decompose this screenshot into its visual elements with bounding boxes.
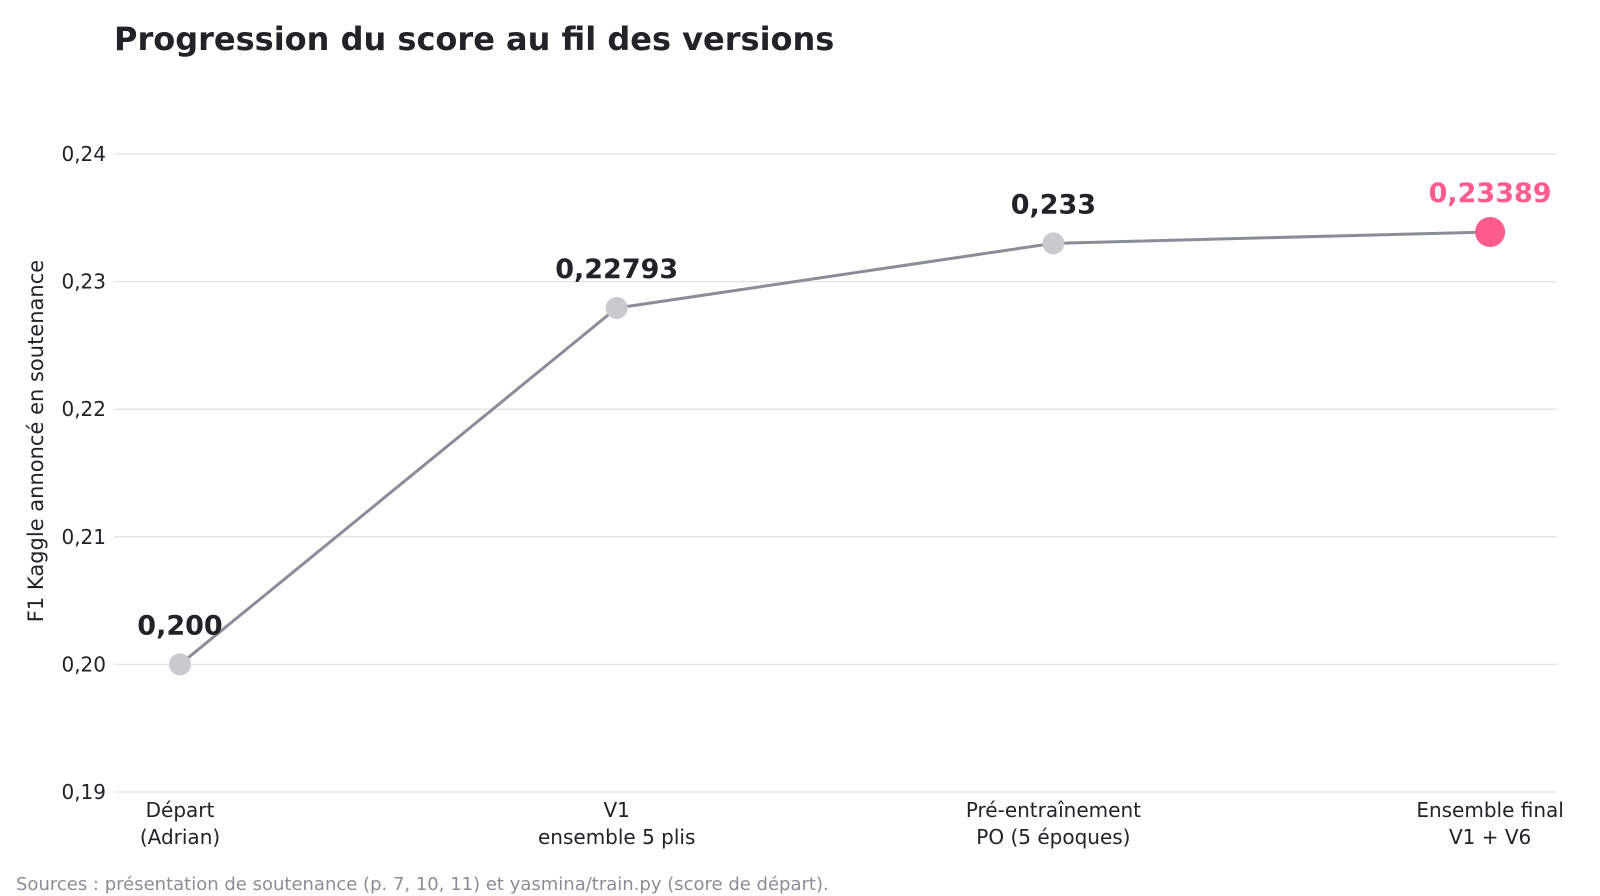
data-point <box>1042 232 1065 255</box>
y-tick-label: 0,23 <box>61 270 106 294</box>
x-tick-label: Pré-entraînement PO (5 époques) <box>966 798 1141 849</box>
y-tick-label: 0,20 <box>61 652 106 676</box>
x-tick-label: V1 ensemble 5 plis <box>538 798 695 849</box>
gridlines <box>114 153 1557 793</box>
data-label: 0,22793 <box>555 254 678 285</box>
y-tick-label: 0,21 <box>61 525 106 549</box>
chart-title: Progression du score au fil des versions <box>114 20 834 58</box>
data-point <box>605 297 628 320</box>
y-tick-label: 0,19 <box>61 780 106 804</box>
x-axis-ticks: Départ (Adrian) V1 ensemble 5 plis Pré-entra… <box>140 798 1564 849</box>
data-label: 0,233 <box>1011 189 1096 220</box>
y-tick-label: 0,22 <box>61 397 106 421</box>
y-axis-label: F1 Kaggle annoncé en soutenance <box>24 260 48 622</box>
series-line <box>179 230 1491 666</box>
data-labels: 0,200 0,22793 0,233 0,23389 <box>137 178 1551 641</box>
data-label: 0,23389 <box>1429 178 1552 209</box>
source-note: Sources : présentation de soutenance (p.… <box>16 874 829 895</box>
data-point <box>169 653 191 676</box>
data-label: 0,200 <box>137 610 222 641</box>
x-tick-label: Départ (Adrian) <box>140 798 220 849</box>
y-axis-ticks: 0,19 0,20 0,21 0,22 0,23 0,24 <box>61 142 106 804</box>
y-tick-label: 0,24 <box>61 142 106 166</box>
highlight-point <box>1475 216 1506 247</box>
data-points <box>169 216 1506 676</box>
x-tick-label: Ensemble final V1 + V6 <box>1416 798 1564 849</box>
